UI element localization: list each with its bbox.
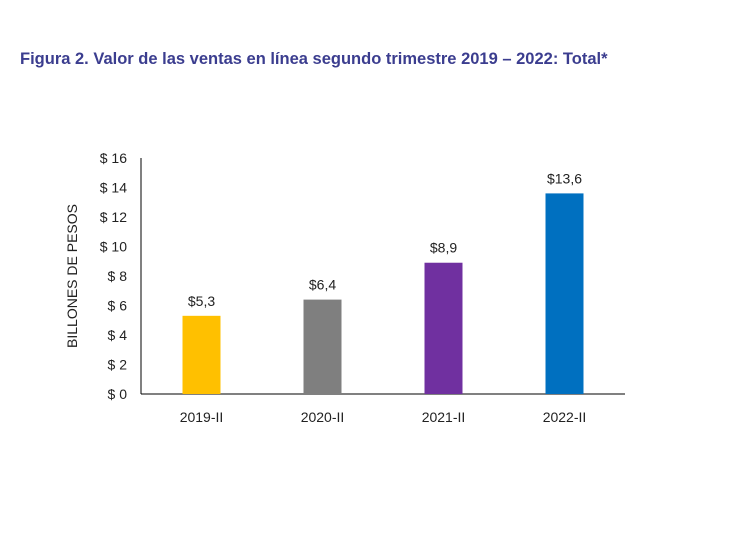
bars — [182, 193, 584, 394]
y-tick-label: $ 0 — [108, 386, 128, 402]
y-axis-label: BILLONES DE PESOS — [64, 204, 80, 348]
data-label-2021-II: $8,9 — [430, 240, 457, 256]
y-tick-labels: $ 0 $ 2 $ 4 $ 6 $ 8 $ 10 $ 12 $ 14 $ 16 — [100, 150, 127, 402]
y-tick-label: $ 6 — [108, 298, 128, 314]
y-tick-label: $ 4 — [108, 327, 128, 343]
y-tick-label: $ 8 — [108, 268, 128, 284]
data-label-2020-II: $6,4 — [309, 277, 336, 293]
data-labels: $5,3 $6,4 $8,9 $13,6 — [188, 170, 582, 308]
bar-2019-II — [182, 315, 221, 394]
y-tick-label: $ 10 — [100, 239, 127, 255]
x-tick-label: 2022-II — [543, 409, 587, 425]
x-tick-label: 2020-II — [301, 409, 345, 425]
y-tick-label: $ 12 — [100, 209, 127, 225]
y-tick-label: $ 16 — [100, 150, 127, 166]
chart-title: Figura 2. Valor de las ventas en línea s… — [20, 50, 608, 68]
x-tick-labels: 2019-II 2020-II 2021-II 2022-II — [180, 409, 587, 425]
y-tick-label: $ 14 — [100, 180, 127, 196]
data-label-2019-II: $5,3 — [188, 293, 215, 309]
x-tick-label: 2021-II — [422, 409, 466, 425]
bar-2021-II — [424, 262, 463, 394]
bar-2020-II — [303, 299, 342, 394]
bar-2022-II — [545, 193, 584, 394]
x-tick-label: 2019-II — [180, 409, 224, 425]
y-tick-label: $ 2 — [108, 357, 128, 373]
data-label-2022-II: $13,6 — [547, 170, 582, 186]
